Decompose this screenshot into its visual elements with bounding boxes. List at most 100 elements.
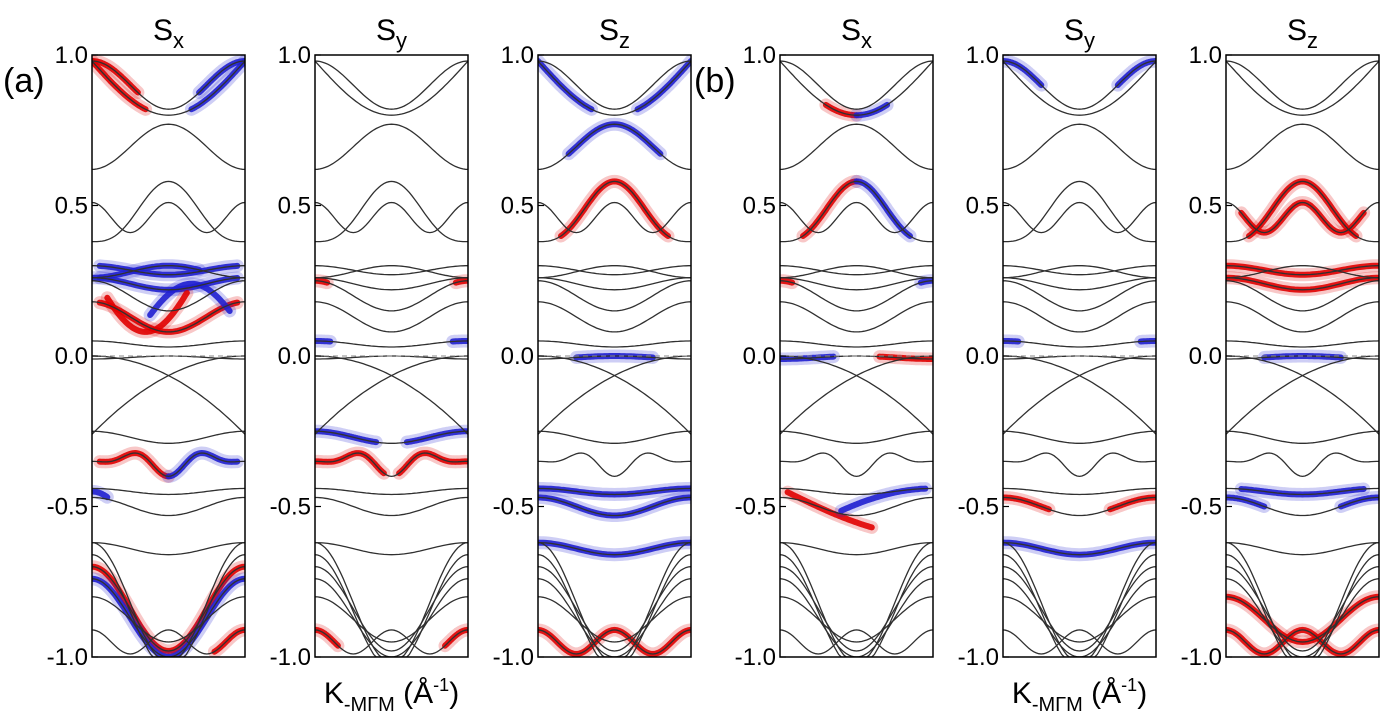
band-line [1226, 541, 1379, 556]
band-line [538, 430, 691, 444]
y-tick-label: 1.0 [278, 42, 311, 69]
band-line [780, 596, 933, 643]
band-line [538, 566, 691, 652]
band-line [780, 123, 933, 171]
panel-b-sy: 1.0 0.5 0.0 -0.5 -1.0 Sy K-MΓM (Å-1) [958, 14, 1157, 716]
spin-mark-negative [92, 488, 111, 501]
band-line [1226, 629, 1379, 655]
band-line [780, 60, 933, 110]
band-line [1226, 265, 1379, 276]
band-line [315, 452, 468, 478]
spin-mark-negative [538, 58, 595, 113]
band-line [1003, 265, 1156, 276]
spin-mark-positive [784, 489, 875, 531]
y-tick-label: -1.0 [735, 644, 776, 671]
band-line [92, 452, 245, 478]
band-line [315, 201, 468, 234]
band-line [1003, 60, 1156, 116]
band-lines [538, 60, 691, 657]
band-line [1003, 596, 1156, 643]
band-line [92, 60, 245, 110]
y-tick-label: 0.5 [278, 193, 311, 220]
band-line [780, 452, 933, 478]
y-tick-label: -1.0 [47, 644, 88, 671]
panel-title: Sz [1287, 14, 1318, 53]
band-line [315, 60, 468, 110]
band-line [315, 629, 468, 655]
spin-mark-negative [147, 280, 233, 318]
band-line [1003, 340, 1156, 348]
band-line [92, 596, 245, 643]
band-line [92, 180, 245, 243]
band-line [92, 541, 245, 556]
band-line [315, 554, 468, 657]
band-lines [315, 60, 468, 657]
band-line [538, 123, 691, 171]
band-line [1003, 430, 1156, 444]
panel-title-main: S [841, 14, 861, 47]
band-line [92, 487, 245, 496]
band-line [1003, 277, 1156, 291]
band-line [780, 554, 933, 657]
band-line [1003, 180, 1156, 243]
y-tick-label: 0.0 [55, 343, 88, 370]
band-line [1003, 496, 1156, 517]
panel-b-sx: 1.0 0.5 0.0 -0.5 -1.0 Sx [735, 14, 934, 671]
band-line [780, 487, 933, 496]
band-line [1226, 123, 1379, 171]
band-line [92, 265, 245, 279]
band-line [92, 280, 245, 312]
band-line [1226, 355, 1379, 435]
band-line [315, 301, 468, 333]
panel-title-main: S [599, 14, 619, 47]
band-line [1003, 566, 1156, 652]
band-lines [1226, 60, 1379, 657]
y-tick-label: -0.5 [1181, 494, 1222, 521]
panel-group-label: (a) [3, 62, 45, 100]
y-tick-label: 0.0 [501, 343, 534, 370]
y-tick-label: 1.0 [501, 42, 534, 69]
band-line [315, 340, 468, 348]
band-line [538, 340, 691, 348]
band-line [1226, 180, 1379, 243]
band-line [538, 541, 691, 657]
band-line [1003, 452, 1156, 478]
panel-title-sub: x [861, 28, 872, 53]
band-line [1003, 60, 1156, 110]
band-line [315, 578, 468, 657]
band-line [538, 180, 691, 243]
band-line [538, 265, 691, 276]
band-line [92, 123, 245, 171]
spin-projection-marks [315, 274, 468, 653]
y-tick-label: 1.0 [743, 42, 776, 69]
band-line [780, 496, 933, 517]
band-line [780, 265, 933, 276]
panel-title-sub: y [1084, 28, 1095, 53]
band-line [92, 629, 245, 655]
y-tick-label: 0.0 [1189, 343, 1222, 370]
band-line [780, 578, 933, 657]
y-tick-label: 0.5 [55, 193, 88, 220]
y-tick-label: 0.0 [966, 343, 999, 370]
band-line [538, 201, 691, 234]
band-line [315, 265, 468, 279]
band-line [538, 277, 691, 291]
band-line [780, 280, 933, 312]
band-line [538, 596, 691, 643]
band-lines [1003, 60, 1156, 657]
band-line [1226, 541, 1379, 657]
band-line [92, 554, 245, 657]
band-line [315, 60, 468, 116]
band-line [315, 180, 468, 243]
band-line [1003, 541, 1156, 556]
band-line [1226, 60, 1379, 110]
panel-title: Sy [376, 14, 407, 53]
band-line [538, 60, 691, 110]
panel-group-label: (b) [694, 62, 736, 100]
band-line [1003, 578, 1156, 657]
band-line [1226, 301, 1379, 333]
panel-title-sub: y [396, 28, 407, 53]
band-line [315, 596, 468, 643]
band-line [1003, 355, 1156, 435]
band-line [1226, 201, 1379, 234]
